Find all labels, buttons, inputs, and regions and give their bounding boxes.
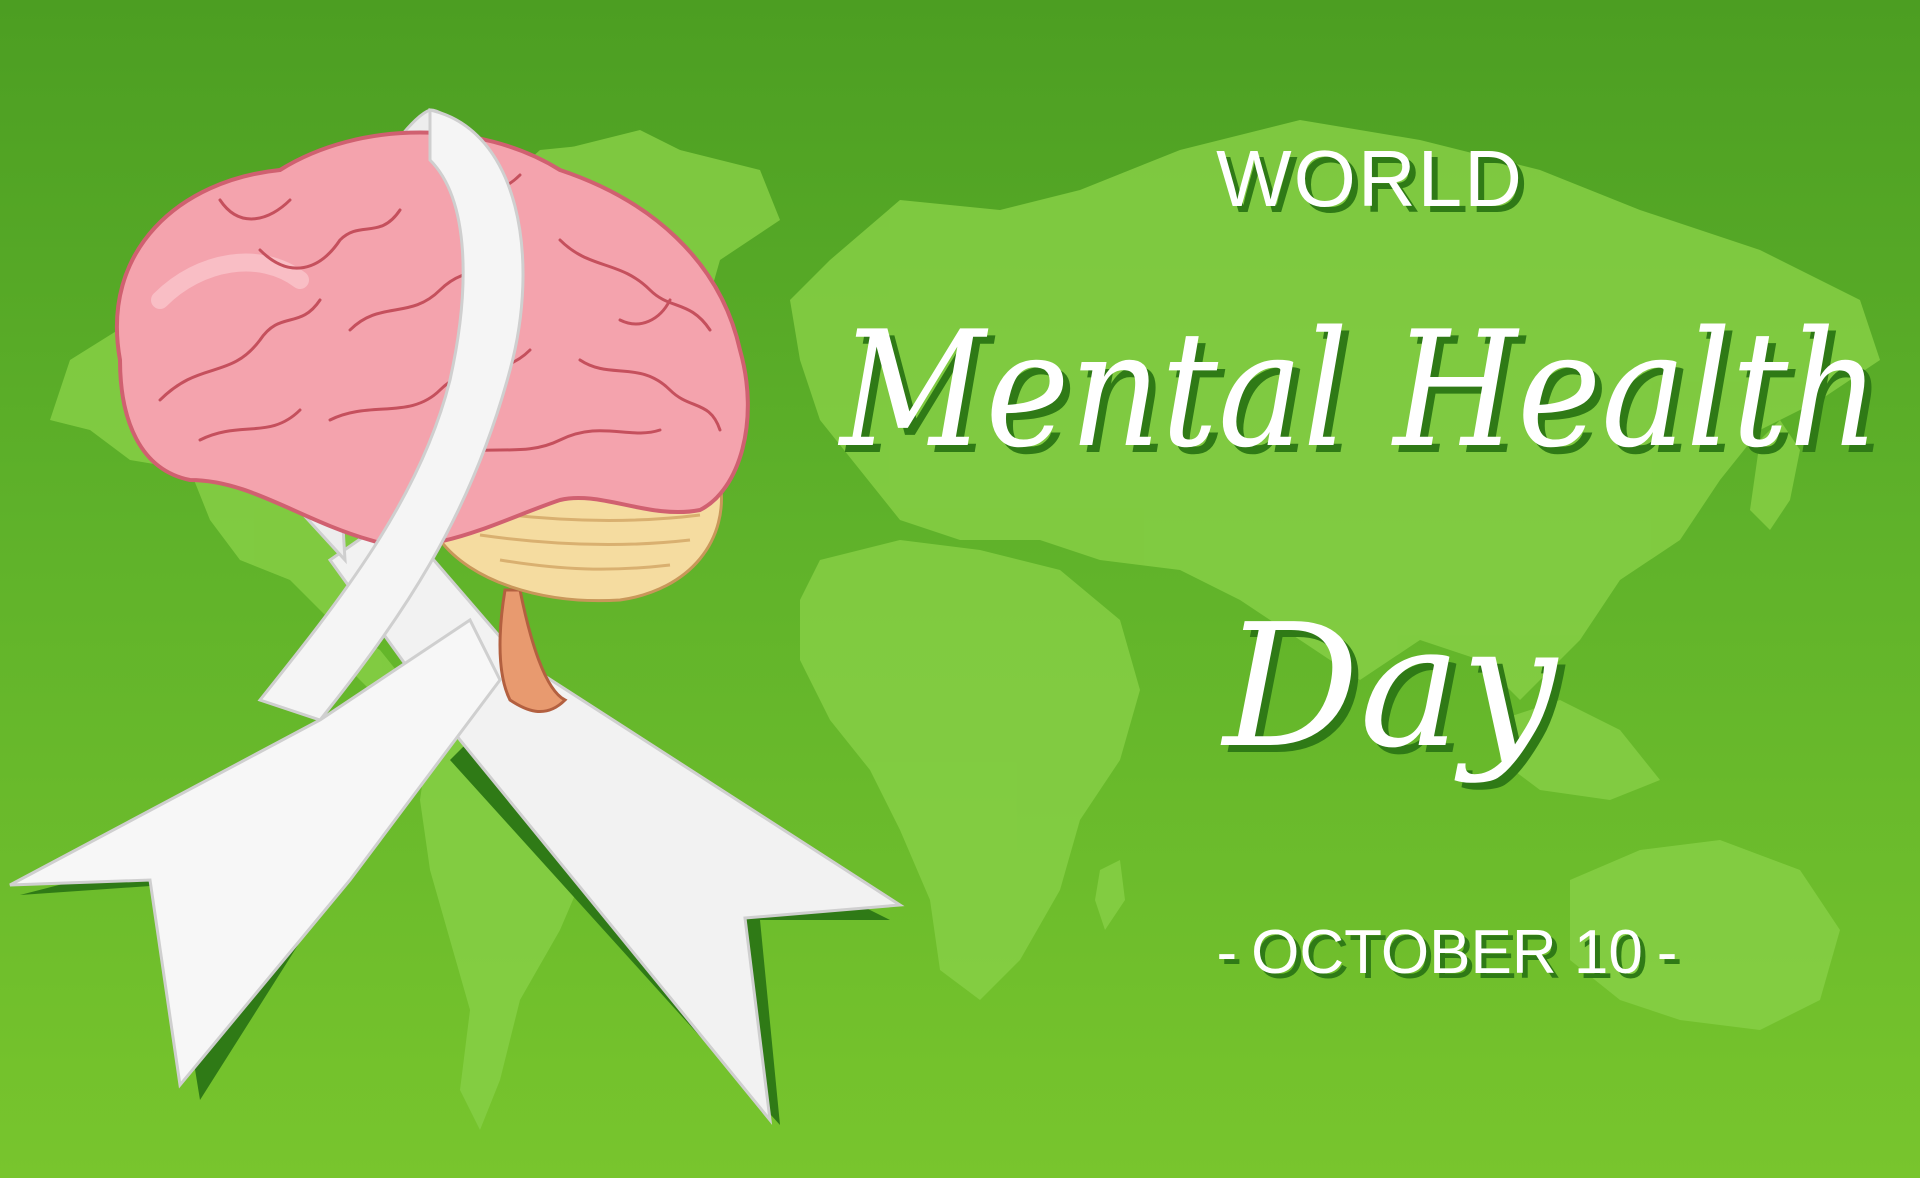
- svg-text:WORLD: WORLD: [1222, 140, 1530, 229]
- brain-icon: [114, 130, 750, 714]
- brain-stem: [498, 588, 568, 714]
- brain-cerebrum: [114, 130, 750, 548]
- svg-text:Day: Day: [1227, 595, 1566, 793]
- title-mental-health: Mental Health Mental Health: [837, 296, 1887, 490]
- map-eurasia: [790, 120, 1880, 700]
- event-date: - - OCTOBER 10 OCTOBER 10 - -: [1217, 918, 1683, 992]
- svg-text:WORLD: WORLD: [1216, 134, 1524, 223]
- svg-text:OCTOBER 10: OCTOBER 10: [1251, 918, 1643, 987]
- map-southeast-asia: [1500, 700, 1660, 800]
- title-day: Day Day: [1220, 588, 1566, 793]
- map-madagascar: [1095, 860, 1125, 930]
- svg-text:-: -: [1222, 923, 1243, 992]
- ribbon-front: [9, 108, 525, 1089]
- svg-text:-: -: [1662, 923, 1683, 992]
- svg-text:Mental Health: Mental Health: [844, 303, 1887, 490]
- map-africa: [800, 540, 1140, 1000]
- ribbon-left-tail: [9, 617, 502, 1089]
- svg-text:-: -: [1657, 918, 1678, 987]
- map-australia: [1570, 840, 1840, 1030]
- svg-text:Day: Day: [1220, 588, 1559, 786]
- title-world: WORLD WORLD: [1216, 134, 1530, 229]
- svg-text:Mental Health: Mental Health: [837, 296, 1880, 483]
- world-map: [50, 120, 1880, 1130]
- svg-text:OCTOBER 10: OCTOBER 10: [1256, 923, 1648, 992]
- svg-text:-: -: [1217, 918, 1238, 987]
- map-japan: [1750, 420, 1800, 530]
